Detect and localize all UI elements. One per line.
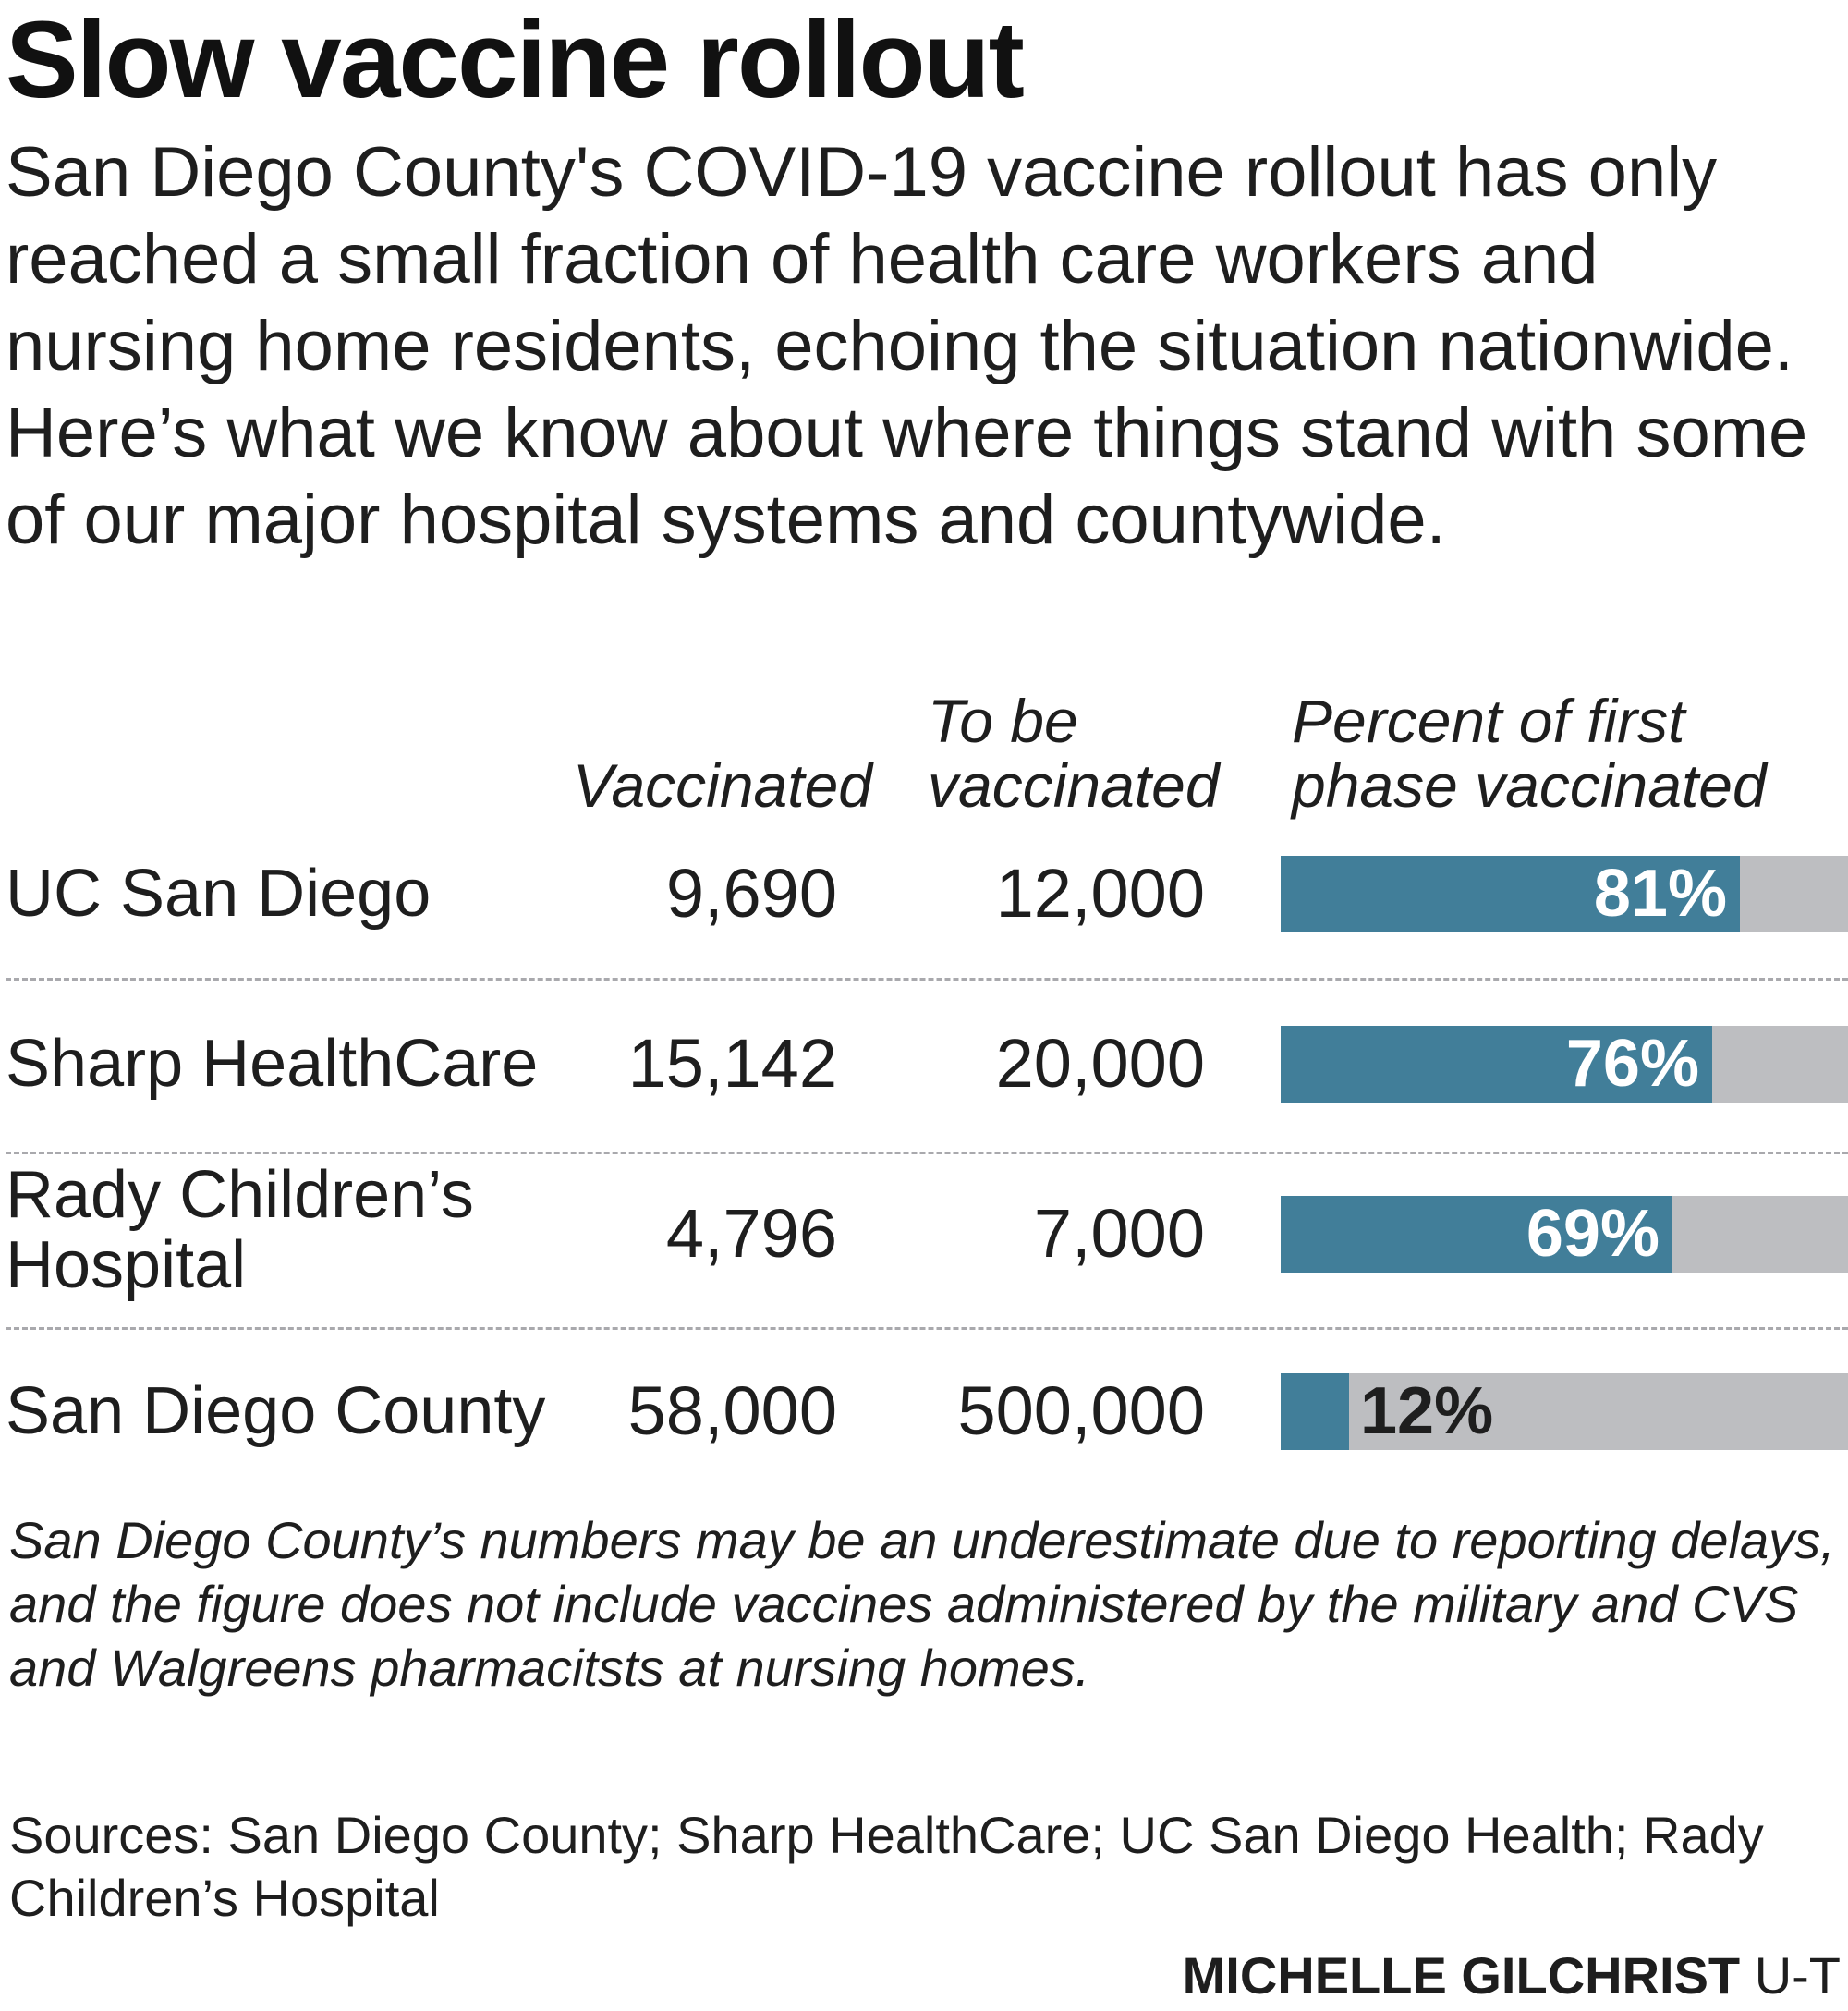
column-header-percent: Percent of first phase vaccinated (1292, 689, 1767, 818)
row-label-line2: Hospital (6, 1228, 247, 1302)
chart-title: Slow vaccine rollout (6, 0, 1025, 121)
row-label-line1: UC San Diego (6, 857, 432, 931)
row-divider (6, 978, 1848, 981)
column-header-to-be-line1: To be (928, 687, 1078, 755)
vaccinated-value: 9,690 (665, 855, 837, 932)
to-be-vaccinated-value: 7,000 (1033, 1195, 1205, 1272)
row-divider (6, 1327, 1848, 1330)
to-be-vaccinated-value: 12,000 (995, 855, 1205, 932)
footnote: San Diego County’s numbers may be an und… (9, 1511, 1835, 1697)
percent-bar-label: 12% (1360, 1374, 1494, 1448)
percent-bar-fill (1281, 1373, 1349, 1450)
percent-bar-track: 12% (1281, 1373, 1848, 1450)
column-header-percent-line2: phase vaccinated (1292, 751, 1767, 820)
percent-bar-label: 76% (1565, 1027, 1699, 1101)
credit-org: U-T (1754, 1946, 1841, 2005)
percent-bar-fill (1281, 1026, 1712, 1103)
vaccinated-value: 58,000 (627, 1372, 837, 1449)
row-label-line1: Sharp HealthCare (6, 1027, 539, 1101)
column-header-percent-line1: Percent of first (1292, 687, 1685, 755)
to-be-vaccinated-value: 20,000 (995, 1025, 1205, 1102)
vaccinated-value: 4,796 (665, 1195, 837, 1272)
percent-bar-track: 69% (1281, 1196, 1848, 1273)
percent-bar-label: 69% (1526, 1197, 1660, 1271)
percent-bar-track: 76% (1281, 1026, 1848, 1103)
row-label: Sharp HealthCare (6, 1029, 538, 1099)
row-label-line1: Rady Children’s (6, 1158, 474, 1232)
chart-subtitle: San Diego County's COVID-19 vaccine roll… (6, 133, 1808, 559)
column-header-to-be-line2: vaccinated (928, 751, 1220, 820)
row-label: UC San Diego (6, 859, 431, 929)
column-header-vaccinated: Vaccinated (572, 751, 872, 820)
credit-name: MICHELLE GILCHRIST (1182, 1946, 1741, 2005)
row-label: Rady Children’s Hospital (6, 1160, 474, 1300)
sources: Sources: San Diego County; Sharp HealthC… (9, 1806, 1764, 1927)
row-label: San Diego County (6, 1376, 545, 1446)
row-label-line1: San Diego County (6, 1374, 546, 1448)
row-divider (6, 1152, 1848, 1154)
vaccinated-value: 15,142 (627, 1025, 837, 1102)
percent-bar-label: 81% (1593, 857, 1727, 931)
percent-bar-fill (1281, 1196, 1672, 1273)
percent-bar-fill (1281, 856, 1740, 932)
column-header-to-be-vaccinated: To be vaccinated (928, 689, 1220, 818)
to-be-vaccinated-value: 500,000 (957, 1372, 1206, 1449)
percent-bar-track: 81% (1281, 856, 1848, 932)
credit: MICHELLE GILCHRIST U-T (1183, 1946, 1841, 2005)
